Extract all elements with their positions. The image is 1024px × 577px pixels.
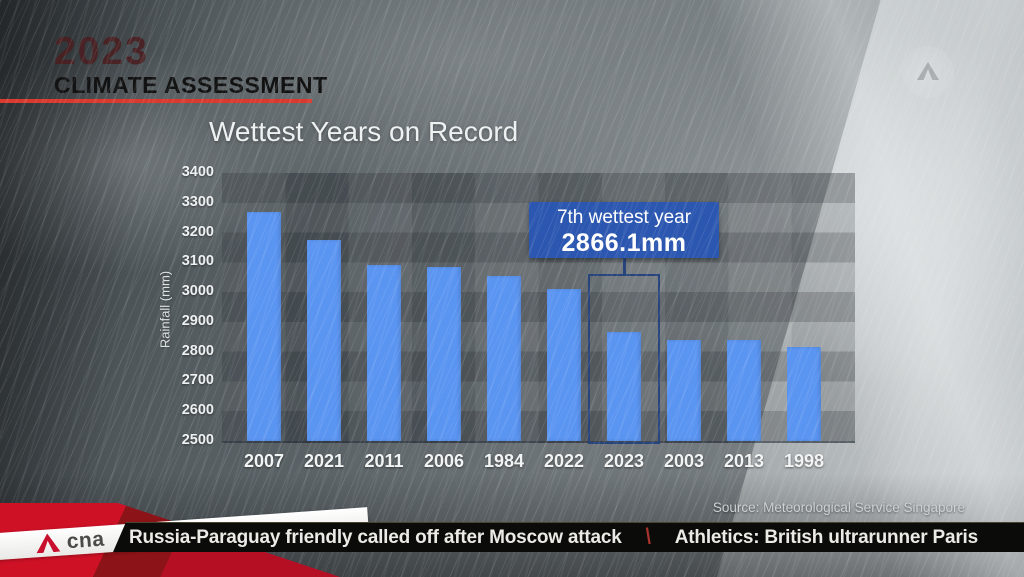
y-tick-label: 2900 (181, 312, 214, 329)
x-tick-label-2022: 2022 (543, 451, 585, 471)
x-tick-label-2007: 2007 (243, 451, 285, 471)
y-tick-label: 3100 (181, 253, 214, 270)
bar-2006 (427, 266, 461, 441)
y-axis-label: Rainfall (mm) (157, 270, 173, 349)
ticker-item: Russia-Paraguay friendly called off afte… (129, 526, 622, 548)
x-tick-label-2021: 2021 (303, 451, 345, 471)
header-underline (0, 99, 312, 103)
bar-2011 (367, 265, 401, 441)
ticker-separator: \ (645, 524, 651, 549)
cna-logo-text: cna (65, 527, 106, 554)
bar-2003 (667, 339, 701, 441)
callout-value-text: 2866.1mm (561, 229, 687, 257)
callout-rank-text: 7th wettest year (556, 207, 692, 228)
bar-2007 (247, 211, 281, 441)
bar-1984 (487, 275, 521, 441)
cna-logo-mark-icon (35, 533, 60, 554)
bar-2013 (727, 339, 761, 441)
cna-mark-glyph (917, 62, 939, 80)
highlight-box-2023 (588, 274, 660, 444)
x-tick-label-2006: 2006 (423, 451, 465, 471)
y-tick-label: 3000 (181, 283, 214, 300)
y-tick-label: 3300 (181, 193, 214, 210)
bar-2021 (307, 240, 341, 441)
bar-1998 (787, 347, 821, 441)
y-tick-label: 2800 (181, 342, 214, 359)
x-tick-label-2013: 2013 (723, 451, 765, 471)
cna-watermark-icon (902, 46, 954, 98)
x-tick-label-2003: 2003 (663, 451, 705, 471)
callout-box: 7th wettest year 2866.1mm (529, 202, 719, 258)
y-tick-label: 3200 (181, 223, 214, 240)
news-ticker: Russia-Paraguay friendly called off afte… (113, 522, 1024, 552)
x-tick-label-1984: 1984 (483, 451, 525, 471)
chart-title: Wettest Years on Record (209, 116, 519, 147)
header-year: 2023 (54, 30, 149, 73)
bar-2022 (547, 289, 581, 441)
header-subtitle: CLIMATE ASSESSMENT (54, 72, 328, 98)
x-tick-label-2011: 2011 (364, 451, 404, 471)
source-attribution: Source: Meteorological Service Singapore (712, 500, 965, 515)
y-tick-label: 3400 (181, 164, 214, 180)
callout-connector-line (623, 257, 626, 275)
y-tick-label: 2700 (181, 372, 214, 389)
y-tick-label: 2500 (181, 432, 214, 448)
ticker-item: Athletics: British ultrarunner Paris (674, 526, 978, 548)
x-tick-label-2023: 2023 (603, 451, 645, 471)
y-tick-label: 2600 (181, 402, 214, 419)
x-tick-label-1998: 1998 (783, 451, 825, 471)
